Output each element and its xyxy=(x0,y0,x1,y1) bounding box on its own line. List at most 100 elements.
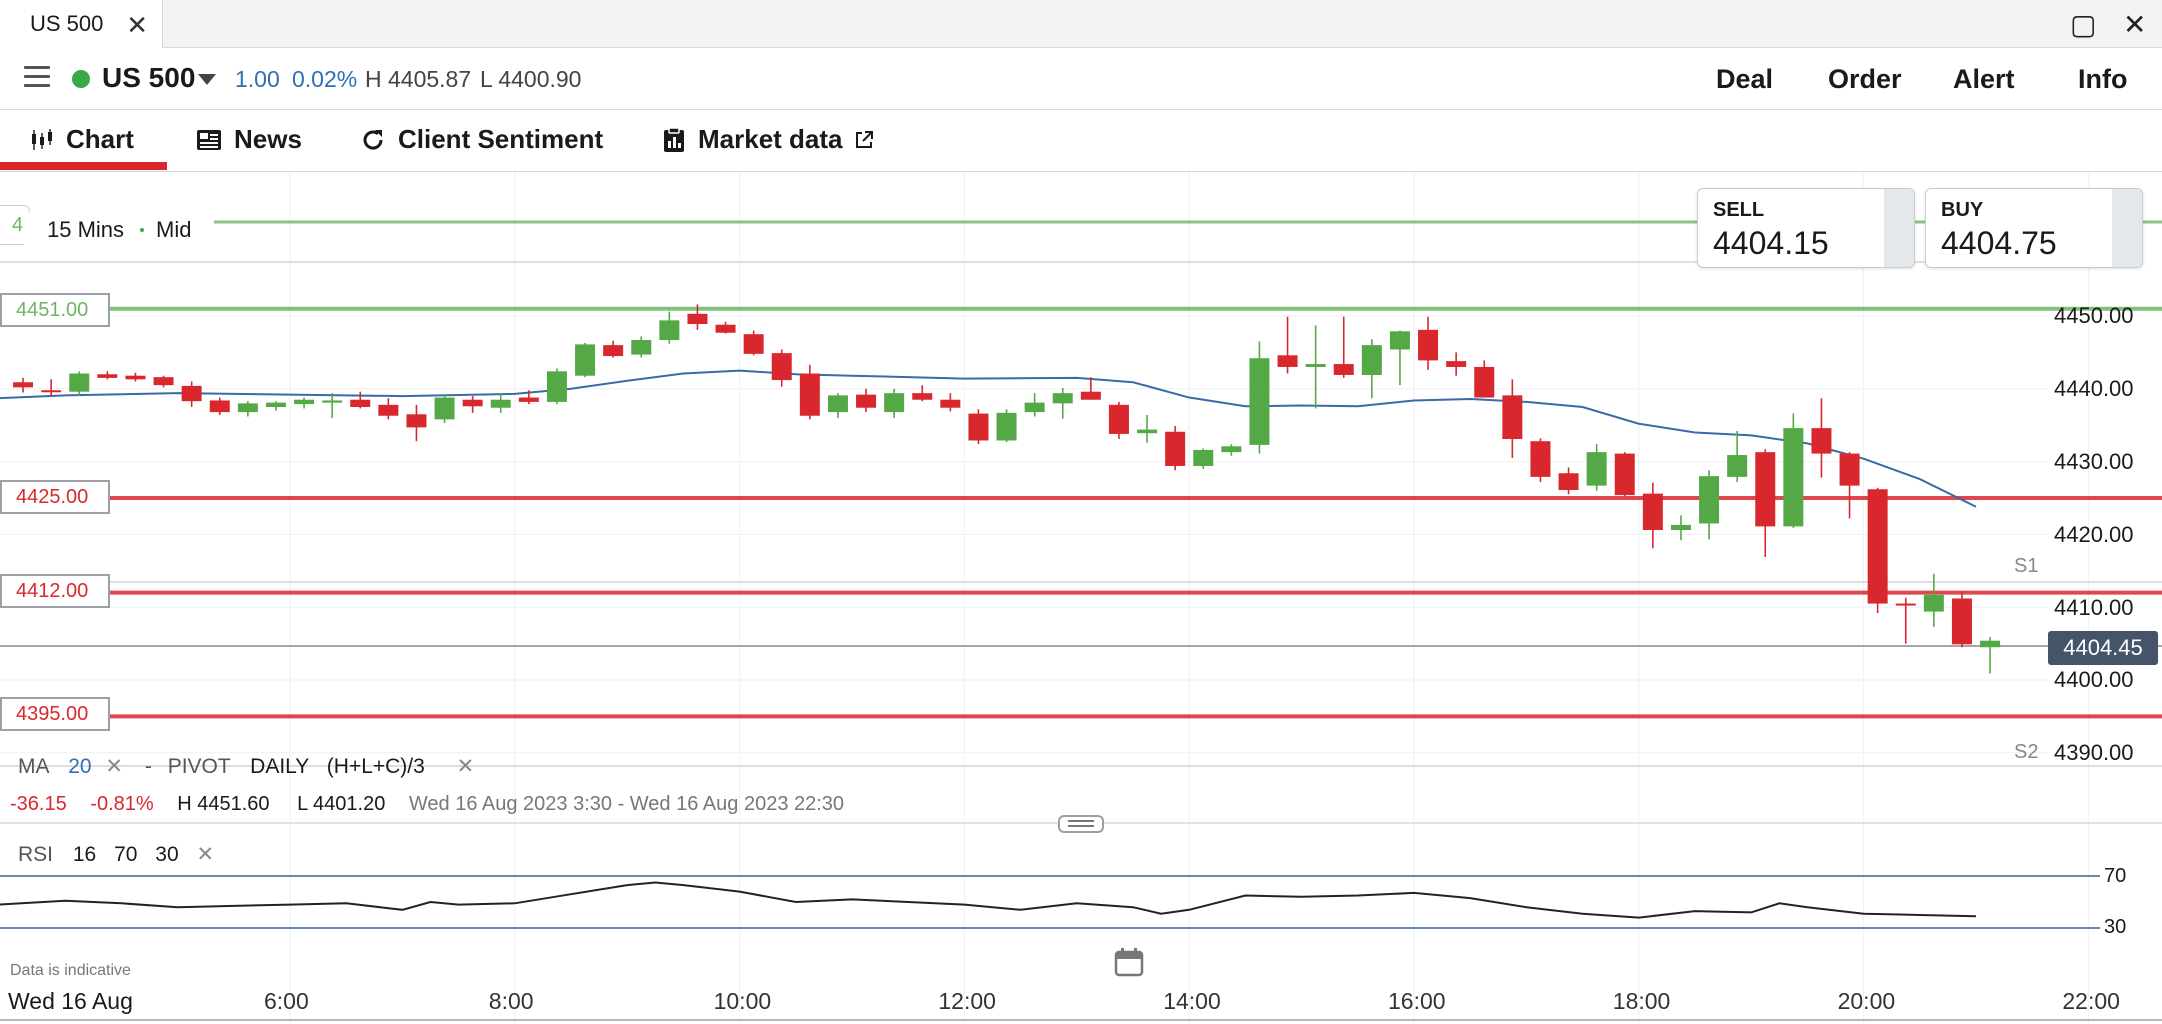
refresh-icon xyxy=(363,129,383,149)
level-label-4451[interactable]: 4451.00 xyxy=(0,293,110,327)
instrument-header: US 500 1.00 0.02% H 4405.87 L 4400.90 De… xyxy=(0,48,2162,110)
candle-body xyxy=(1137,429,1158,434)
session-high: H 4405.87 xyxy=(365,66,472,92)
tab-chart[interactable]: Chart xyxy=(30,124,134,155)
candle-body xyxy=(1193,449,1214,466)
candle-body xyxy=(125,375,146,380)
calendar-icon[interactable] xyxy=(1113,946,1145,978)
external-link-icon[interactable] xyxy=(853,129,875,151)
tab-news[interactable]: News xyxy=(196,124,302,155)
level-label-4395[interactable]: 4395.00 xyxy=(0,697,110,731)
candle-body xyxy=(968,413,989,441)
buy-price: 4404.75 xyxy=(1941,225,2057,261)
tab-chart-label: Chart xyxy=(66,124,134,154)
candle-body xyxy=(743,334,764,354)
candle-body xyxy=(378,404,399,416)
price-type-selector[interactable]: Mid xyxy=(156,217,192,242)
sell-label: SELL xyxy=(1713,199,1765,221)
tab-client-sentiment[interactable]: Client Sentiment xyxy=(360,124,603,155)
sub-navigation: Chart News Client Sentiment Market data xyxy=(0,110,2162,172)
candle-body xyxy=(434,397,455,420)
candle-body xyxy=(294,399,315,405)
price-change: 1.00 xyxy=(235,66,280,92)
data-indicative-note: Data is indicative xyxy=(10,962,131,979)
x-tick-label: 16:00 xyxy=(1388,988,1446,1014)
deal-button[interactable]: Deal xyxy=(1716,64,1774,94)
close-window-icon[interactable]: ✕ xyxy=(2123,9,2147,40)
rsi-label[interactable]: RSI xyxy=(18,843,54,866)
sell-ticket-stub xyxy=(1884,189,1914,267)
tab-market-data[interactable]: Market data xyxy=(662,124,875,155)
rsi-upper[interactable]: 70 xyxy=(114,843,138,866)
candle-body xyxy=(1221,446,1242,453)
chart-settings-box: 15 Mins Mid xyxy=(24,212,214,248)
candle-body xyxy=(1951,598,1972,645)
pivot-period[interactable]: DAILY xyxy=(250,755,309,778)
rsi-line xyxy=(0,881,1977,919)
candle-body xyxy=(1839,453,1860,486)
rsi-period[interactable]: 16 xyxy=(72,843,97,866)
pane-resize-handle[interactable] xyxy=(1058,815,1104,833)
candle-body xyxy=(237,403,258,413)
candle-body xyxy=(575,344,596,376)
candle-body xyxy=(41,390,62,393)
top-level-label-text: 4 xyxy=(12,214,24,236)
level-label-4425[interactable]: 4425.00 xyxy=(0,480,110,514)
candle-body xyxy=(1699,476,1720,524)
buy-ticket[interactable]: BUY 4404.75 xyxy=(1925,188,2143,268)
level-label-4412[interactable]: 4412.00 xyxy=(0,574,110,608)
menu-icon[interactable] xyxy=(24,66,50,88)
candle-body xyxy=(1305,364,1326,367)
candle-body xyxy=(1389,331,1410,350)
x-tick-label: 20:00 xyxy=(1837,988,1896,1014)
moving-average-line xyxy=(0,369,1977,508)
sell-ticket[interactable]: SELL 4404.15 xyxy=(1697,188,1915,268)
ma-label[interactable]: MA xyxy=(18,755,49,778)
candle-body xyxy=(209,400,230,413)
candle-body xyxy=(1670,524,1691,531)
remove-pivot-icon[interactable]: ✕ xyxy=(456,755,475,778)
info-button[interactable]: Info xyxy=(2078,64,2128,94)
active-tab-indicator xyxy=(0,162,167,170)
remove-ma-icon[interactable]: ✕ xyxy=(105,755,123,778)
candle-body xyxy=(1052,393,1073,404)
x-tick-label: 14:00 xyxy=(1163,988,1221,1014)
candlestick-chart-icon xyxy=(32,128,52,150)
candle-body xyxy=(1727,455,1748,477)
close-tab-icon[interactable]: ✕ xyxy=(126,10,148,40)
alert-button[interactable]: Alert xyxy=(1953,64,2015,94)
order-button[interactable]: Order xyxy=(1828,64,1902,94)
candle-body xyxy=(1755,452,1776,527)
candle-body xyxy=(265,402,286,407)
candle-body xyxy=(1024,402,1045,413)
buy-ticket-stub xyxy=(2112,189,2142,267)
pivot-label[interactable]: PIVOT xyxy=(167,755,231,778)
remove-rsi-icon[interactable]: ✕ xyxy=(196,843,215,866)
instrument-name[interactable]: US 500 xyxy=(102,62,196,93)
candle-body xyxy=(912,393,933,400)
candle-body xyxy=(69,373,90,392)
rsi-lower-axis-label: 30 xyxy=(2104,916,2127,938)
y-tick-label: 4390.00 xyxy=(2054,740,2134,765)
pivot-formula[interactable]: (H+L+C)/3 xyxy=(326,755,425,778)
window-tab-us500[interactable]: US 500 ✕ xyxy=(0,0,163,48)
candle-body xyxy=(856,394,877,408)
candle-body xyxy=(1783,428,1804,527)
candle-body xyxy=(940,399,961,408)
rsi-lower[interactable]: 30 xyxy=(155,843,179,866)
y-tick-label: 4400.00 xyxy=(2054,667,2134,692)
candle-body xyxy=(1474,366,1495,398)
timeframe-selector[interactable]: 15 Mins xyxy=(47,217,125,242)
chevron-down-icon[interactable] xyxy=(198,74,216,85)
ma-period[interactable]: 20 xyxy=(68,755,92,778)
tab-news-label: News xyxy=(234,124,302,154)
maximize-icon[interactable]: ▢ xyxy=(2070,9,2097,40)
candle-body xyxy=(153,377,174,386)
candle-body xyxy=(715,324,736,333)
price-change-percent: 0.02% xyxy=(292,66,358,92)
candle-body xyxy=(1867,489,1888,604)
candle-body xyxy=(1446,361,1467,367)
y-tick-label: 4410.00 xyxy=(2054,595,2134,620)
summary-change-percent: -0.81% xyxy=(90,793,154,815)
price-chart[interactable] xyxy=(0,172,2162,1024)
